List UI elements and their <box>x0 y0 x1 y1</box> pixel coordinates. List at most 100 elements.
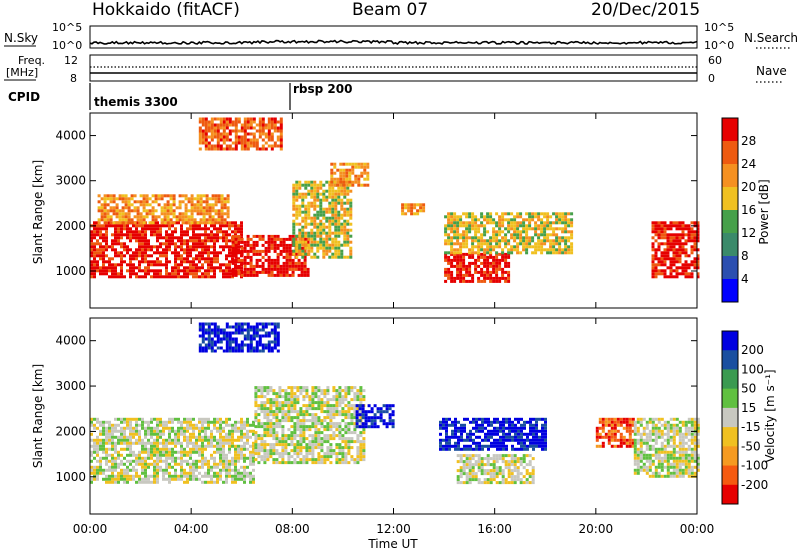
data-cell <box>150 417 153 421</box>
data-cell <box>193 197 197 201</box>
data-cell <box>486 270 490 274</box>
data-cell <box>684 242 688 246</box>
data-cell <box>106 218 110 222</box>
data-cell <box>117 224 120 228</box>
data-cell <box>93 426 96 430</box>
data-cell <box>121 200 125 204</box>
data-cell <box>346 207 350 211</box>
data-cell <box>153 477 156 481</box>
data-cell <box>192 444 195 448</box>
data-cell <box>210 132 214 136</box>
data-cell <box>302 446 306 450</box>
data-cell <box>168 236 171 240</box>
data-cell <box>237 471 240 475</box>
data-cell <box>678 236 682 240</box>
data-cell <box>287 458 291 462</box>
data-cell <box>344 386 348 390</box>
data-cell <box>154 215 158 219</box>
data-cell <box>222 132 226 136</box>
data-cell <box>117 239 120 243</box>
data-cell <box>181 215 185 219</box>
data-cell <box>516 233 520 237</box>
data-cell <box>210 337 214 341</box>
data-cell <box>177 450 180 454</box>
data-cell <box>211 197 215 201</box>
data-cell <box>490 435 493 439</box>
data-cell <box>486 267 490 271</box>
data-cell <box>275 410 279 414</box>
data-cell <box>669 260 673 264</box>
data-cell <box>136 212 140 216</box>
data-cell <box>147 450 150 454</box>
data-cell <box>693 230 697 234</box>
data-cell <box>198 429 201 433</box>
data-cell <box>156 272 159 276</box>
data-cell <box>486 276 490 280</box>
data-cell <box>126 230 129 234</box>
nsky-tick-low: 10^0 <box>52 39 82 52</box>
data-cell <box>117 456 120 460</box>
data-cell <box>168 239 171 243</box>
power-ylabel: Slant Range [km] <box>31 160 45 264</box>
data-cell <box>246 267 250 271</box>
data-cell <box>243 337 247 341</box>
data-cell <box>225 441 228 445</box>
data-cell <box>454 426 457 430</box>
data-cell <box>450 276 454 280</box>
data-cell <box>498 264 502 268</box>
data-cell <box>171 275 174 279</box>
data-cell <box>106 215 110 219</box>
data-cell <box>347 401 351 405</box>
data-cell <box>293 395 297 399</box>
data-cell <box>313 255 317 259</box>
data-cell <box>693 245 697 249</box>
data-cell <box>114 242 117 246</box>
data-cell <box>272 428 276 432</box>
data-cell <box>132 269 135 273</box>
data-cell <box>516 230 520 234</box>
data-cell <box>249 246 253 250</box>
data-cell <box>501 270 505 274</box>
data-cell <box>144 260 147 264</box>
data-cell <box>266 389 270 393</box>
data-cell <box>117 465 120 469</box>
data-cell <box>311 386 315 390</box>
data-cell <box>222 236 225 240</box>
data-cell <box>272 422 276 426</box>
data-cell <box>285 237 289 241</box>
data-cell <box>379 416 383 420</box>
data-cell <box>333 180 337 184</box>
data-cell <box>213 242 216 246</box>
data-cell <box>313 201 317 205</box>
data-cell <box>270 135 274 139</box>
data-cell <box>335 422 339 426</box>
data-cell <box>267 270 271 274</box>
data-cell <box>187 218 191 222</box>
data-cell <box>205 218 209 222</box>
data-cell <box>525 236 529 240</box>
data-cell <box>290 404 294 408</box>
data-cell <box>359 452 363 456</box>
data-cell <box>675 236 679 240</box>
data-cell <box>237 322 241 326</box>
data-cell <box>531 215 535 219</box>
data-cell <box>684 251 688 255</box>
data-cell <box>350 407 354 411</box>
data-cell <box>361 413 365 417</box>
data-cell <box>228 254 231 258</box>
data-cell <box>281 428 285 432</box>
data-cell <box>254 449 258 453</box>
data-cell <box>696 257 700 261</box>
data-cell <box>540 251 544 255</box>
data-cell <box>546 236 550 240</box>
data-cell <box>483 230 487 234</box>
data-cell <box>552 248 556 252</box>
data-cell <box>279 141 283 145</box>
data-cell <box>654 233 658 237</box>
data-cell <box>108 441 111 445</box>
data-cell <box>196 206 200 210</box>
data-cell <box>487 417 490 421</box>
data-cell <box>298 240 302 244</box>
data-cell <box>281 455 285 459</box>
data-cell <box>207 129 211 133</box>
